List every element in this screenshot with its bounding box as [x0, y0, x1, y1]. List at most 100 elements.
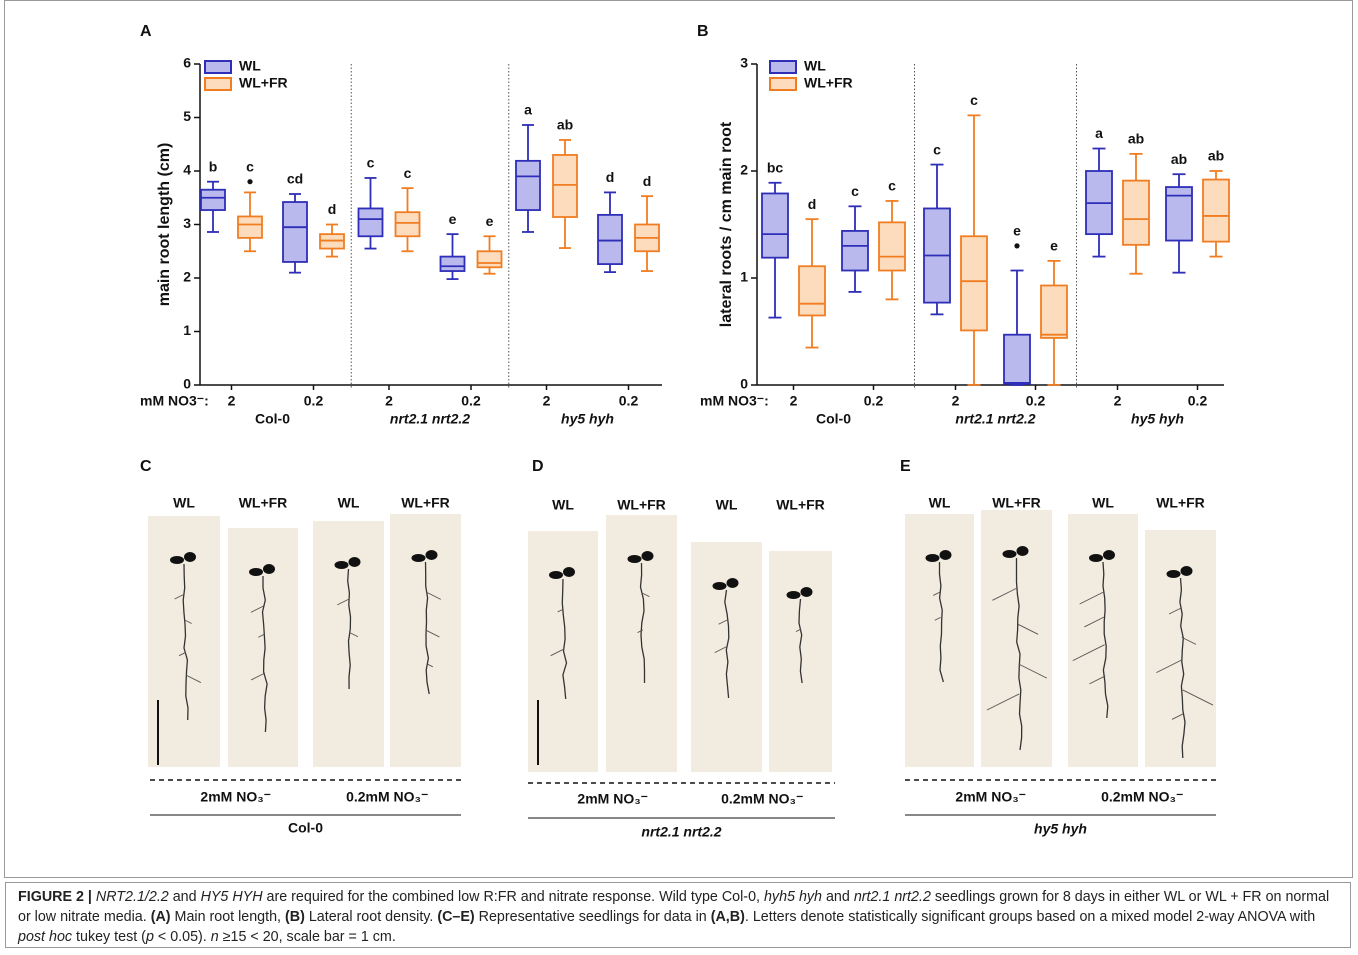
caption-text: hyh5 hyh: [763, 889, 822, 905]
caption-text: (B): [285, 909, 305, 925]
caption-text: nrt2.1 nrt2.2: [853, 889, 931, 905]
root: [561, 578, 568, 700]
caption-text: (A,B): [710, 909, 745, 925]
lateral-root: [641, 592, 650, 598]
box: [761, 192, 789, 259]
seedling-photo: [905, 514, 974, 767]
caption-text: NRT2.1/2.2: [95, 889, 169, 905]
significance-letter: e: [1050, 238, 1058, 254]
lateral-root: [337, 598, 350, 606]
lateral-root: [718, 619, 728, 625]
y-tick-label: 6: [183, 55, 191, 71]
caption-text: and: [822, 889, 854, 905]
condition-label: 0.2mM NO₃⁻: [1101, 789, 1183, 805]
box: [552, 154, 578, 218]
y-axis-label: main root length (cm): [156, 143, 173, 307]
column-label: WL: [716, 497, 738, 513]
panel-label: E: [900, 458, 911, 475]
panel-label: C: [140, 458, 152, 475]
legend-label: WL+FR: [804, 75, 853, 91]
leaf: [786, 591, 801, 599]
root: [938, 562, 945, 683]
column-label: WL+FR: [401, 495, 450, 511]
significance-letter: c: [404, 165, 412, 181]
lateral-root: [934, 616, 941, 621]
seedling-photo: [148, 516, 220, 767]
significance-letter: e: [486, 213, 494, 229]
box: [878, 221, 906, 272]
box: [200, 188, 226, 211]
caption-text: and: [168, 889, 201, 905]
lateral-root: [795, 628, 802, 632]
lateral-root: [1171, 713, 1184, 720]
significance-letter: ab: [1208, 148, 1224, 164]
leaf: [425, 550, 438, 560]
significance-letter: c: [933, 141, 941, 157]
root: [639, 562, 646, 683]
lateral-root: [1084, 616, 1105, 628]
group-label: Col-0: [255, 411, 290, 427]
dose-label: 2: [790, 393, 798, 409]
lateral-root: [174, 593, 185, 600]
box: [597, 213, 623, 265]
root: [798, 598, 803, 684]
box: [1122, 179, 1150, 246]
caption-text: are required for the combined low R:FR a…: [262, 889, 764, 905]
caption-text: p: [145, 929, 154, 945]
box: [1003, 333, 1031, 385]
caption-text: (A): [150, 909, 171, 925]
column-label: WL: [1092, 495, 1114, 511]
leaf: [712, 582, 727, 590]
significance-letter: c: [367, 155, 375, 171]
significance-letter: c: [970, 92, 978, 108]
condition-label: 2mM NO₃⁻: [955, 789, 1026, 805]
leaf: [411, 554, 426, 562]
caption-text: seedlings grown for 8 days in either WL …: [18, 889, 1330, 925]
significance-letter: b: [209, 158, 218, 174]
leaf: [925, 554, 940, 562]
lateral-root: [1181, 636, 1197, 645]
y-tick-label: 3: [740, 55, 748, 71]
leaf: [1103, 550, 1115, 560]
y-tick-label: 5: [183, 108, 191, 124]
legend-swatch: [204, 77, 232, 91]
leaf: [1016, 546, 1029, 556]
lateral-root: [932, 591, 941, 596]
lateral-root: [250, 672, 266, 681]
y-tick-label: 0: [183, 376, 191, 392]
caption-text: (C–E): [437, 909, 475, 925]
lateral-root: [1168, 607, 1182, 615]
leaf: [939, 550, 952, 560]
caption-text: HY5 HYH: [200, 889, 263, 905]
genotype-label: nrt2.1 nrt2.2: [641, 824, 721, 840]
significance-letter: d: [643, 173, 652, 189]
lateral-root: [550, 648, 565, 657]
lateral-root: [1089, 675, 1106, 685]
dose-label: 2: [385, 393, 393, 409]
outlier: [1014, 243, 1020, 249]
legend-label: WL+FR: [239, 75, 288, 91]
leaf: [1166, 570, 1181, 578]
panel-label: B: [697, 23, 709, 40]
condition-label: 2mM NO₃⁻: [577, 791, 648, 807]
leaf: [334, 561, 349, 569]
group-label: Col-0: [816, 411, 851, 427]
dose-label: 0.2: [619, 393, 639, 409]
leaf: [1089, 554, 1103, 562]
box: [1040, 284, 1068, 339]
caption-text: n: [210, 929, 219, 945]
significance-letter: d: [328, 201, 337, 217]
seedling-photo: [1145, 530, 1216, 767]
column-label: WL: [173, 495, 195, 511]
box: [357, 207, 384, 238]
caption-text: Main root length,: [170, 909, 286, 925]
lateral-root: [1018, 663, 1048, 679]
column-label: WL+FR: [992, 495, 1041, 511]
significance-letter: c: [851, 183, 859, 199]
condition-label: 0.2mM NO₃⁻: [346, 789, 428, 805]
caption-text: Lateral root density.: [304, 909, 438, 925]
column-label: WL+FR: [776, 497, 825, 513]
significance-letter: e: [1013, 223, 1021, 239]
lateral-root: [426, 630, 440, 638]
root: [261, 576, 268, 733]
